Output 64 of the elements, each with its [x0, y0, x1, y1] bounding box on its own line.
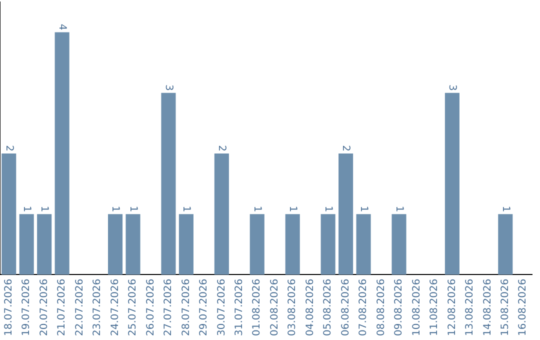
data-label: 1: [21, 206, 32, 212]
x-tick-label: 20.07.2026: [38, 278, 50, 336]
data-label: 2: [340, 145, 352, 152]
x-tick-label: 06.08.2026: [340, 278, 352, 336]
x-tick-label: 01.08.2026: [252, 278, 263, 336]
x-tick-label: 15.08.2026: [500, 278, 511, 336]
x-tick-label: 22.07.2026: [74, 278, 86, 336]
data-label: 2: [216, 145, 228, 152]
x-tick-label: 03.08.2026: [287, 278, 298, 336]
x-tick-label: 02.08.2026: [269, 278, 280, 336]
data-label: 1: [110, 206, 121, 212]
x-tick-label: 14.08.2026: [482, 278, 494, 336]
bar: [338, 154, 354, 275]
bar: [178, 214, 194, 275]
bar: [444, 92, 460, 275]
x-tick-label: 10.08.2026: [411, 278, 422, 336]
data-label: 1: [393, 206, 404, 212]
x-tick-label: 21.07.2026: [56, 278, 68, 336]
x-tick-label: 31.07.2026: [234, 278, 245, 336]
bar: [19, 214, 34, 275]
x-tick-label: 09.08.2026: [394, 278, 405, 336]
x-tick-label: 19.07.2026: [21, 278, 32, 336]
bar: [54, 32, 70, 275]
x-tick-label: 13.08.2026: [464, 278, 476, 336]
x-tick-label: 07.08.2026: [358, 278, 370, 336]
x-tick-label: 11.08.2026: [429, 278, 440, 336]
x-tick-label: 30.07.2026: [216, 278, 228, 336]
x-tick-label: 29.07.2026: [198, 278, 210, 336]
bar: [161, 92, 176, 275]
x-tick-label: 18.07.2026: [3, 278, 14, 336]
x-tick-label: 26.07.2026: [145, 278, 156, 336]
bar: [285, 214, 300, 275]
bar: [108, 214, 123, 275]
x-tick-label: 12.08.2026: [446, 278, 458, 336]
bar: [392, 214, 406, 275]
bar: [356, 214, 371, 275]
x-tick-label: 08.08.2026: [376, 278, 387, 336]
data-label: 1: [252, 206, 263, 212]
data-label: 1: [358, 206, 369, 212]
data-label: 2: [3, 145, 14, 152]
bar: [498, 214, 513, 275]
data-label: 3: [446, 84, 458, 91]
bar: [214, 154, 229, 275]
bar: [250, 214, 264, 275]
x-tick-label: 23.07.2026: [92, 278, 104, 336]
bar: [37, 214, 52, 275]
data-label: 1: [127, 206, 138, 212]
data-label: 1: [287, 206, 298, 212]
x-tick-label: 24.07.2026: [110, 278, 121, 336]
bar: [2, 154, 16, 275]
data-label: 4: [56, 24, 68, 30]
x-tick-label: 27.07.2026: [163, 278, 174, 336]
data-label: 1: [180, 206, 192, 212]
data-label: 1: [500, 206, 511, 212]
data-label: 3: [162, 84, 174, 91]
x-tick-label: 04.08.2026: [304, 278, 316, 336]
data-label: 1: [38, 206, 50, 212]
x-tick-label: 16.08.2026: [518, 278, 529, 336]
x-tick-label: 28.07.2026: [180, 278, 192, 336]
bar: [126, 214, 140, 275]
bar: [320, 214, 336, 275]
x-tick-label: 25.07.2026: [128, 278, 139, 336]
data-label: 1: [322, 206, 334, 212]
x-tick-label: 05.08.2026: [322, 278, 334, 336]
